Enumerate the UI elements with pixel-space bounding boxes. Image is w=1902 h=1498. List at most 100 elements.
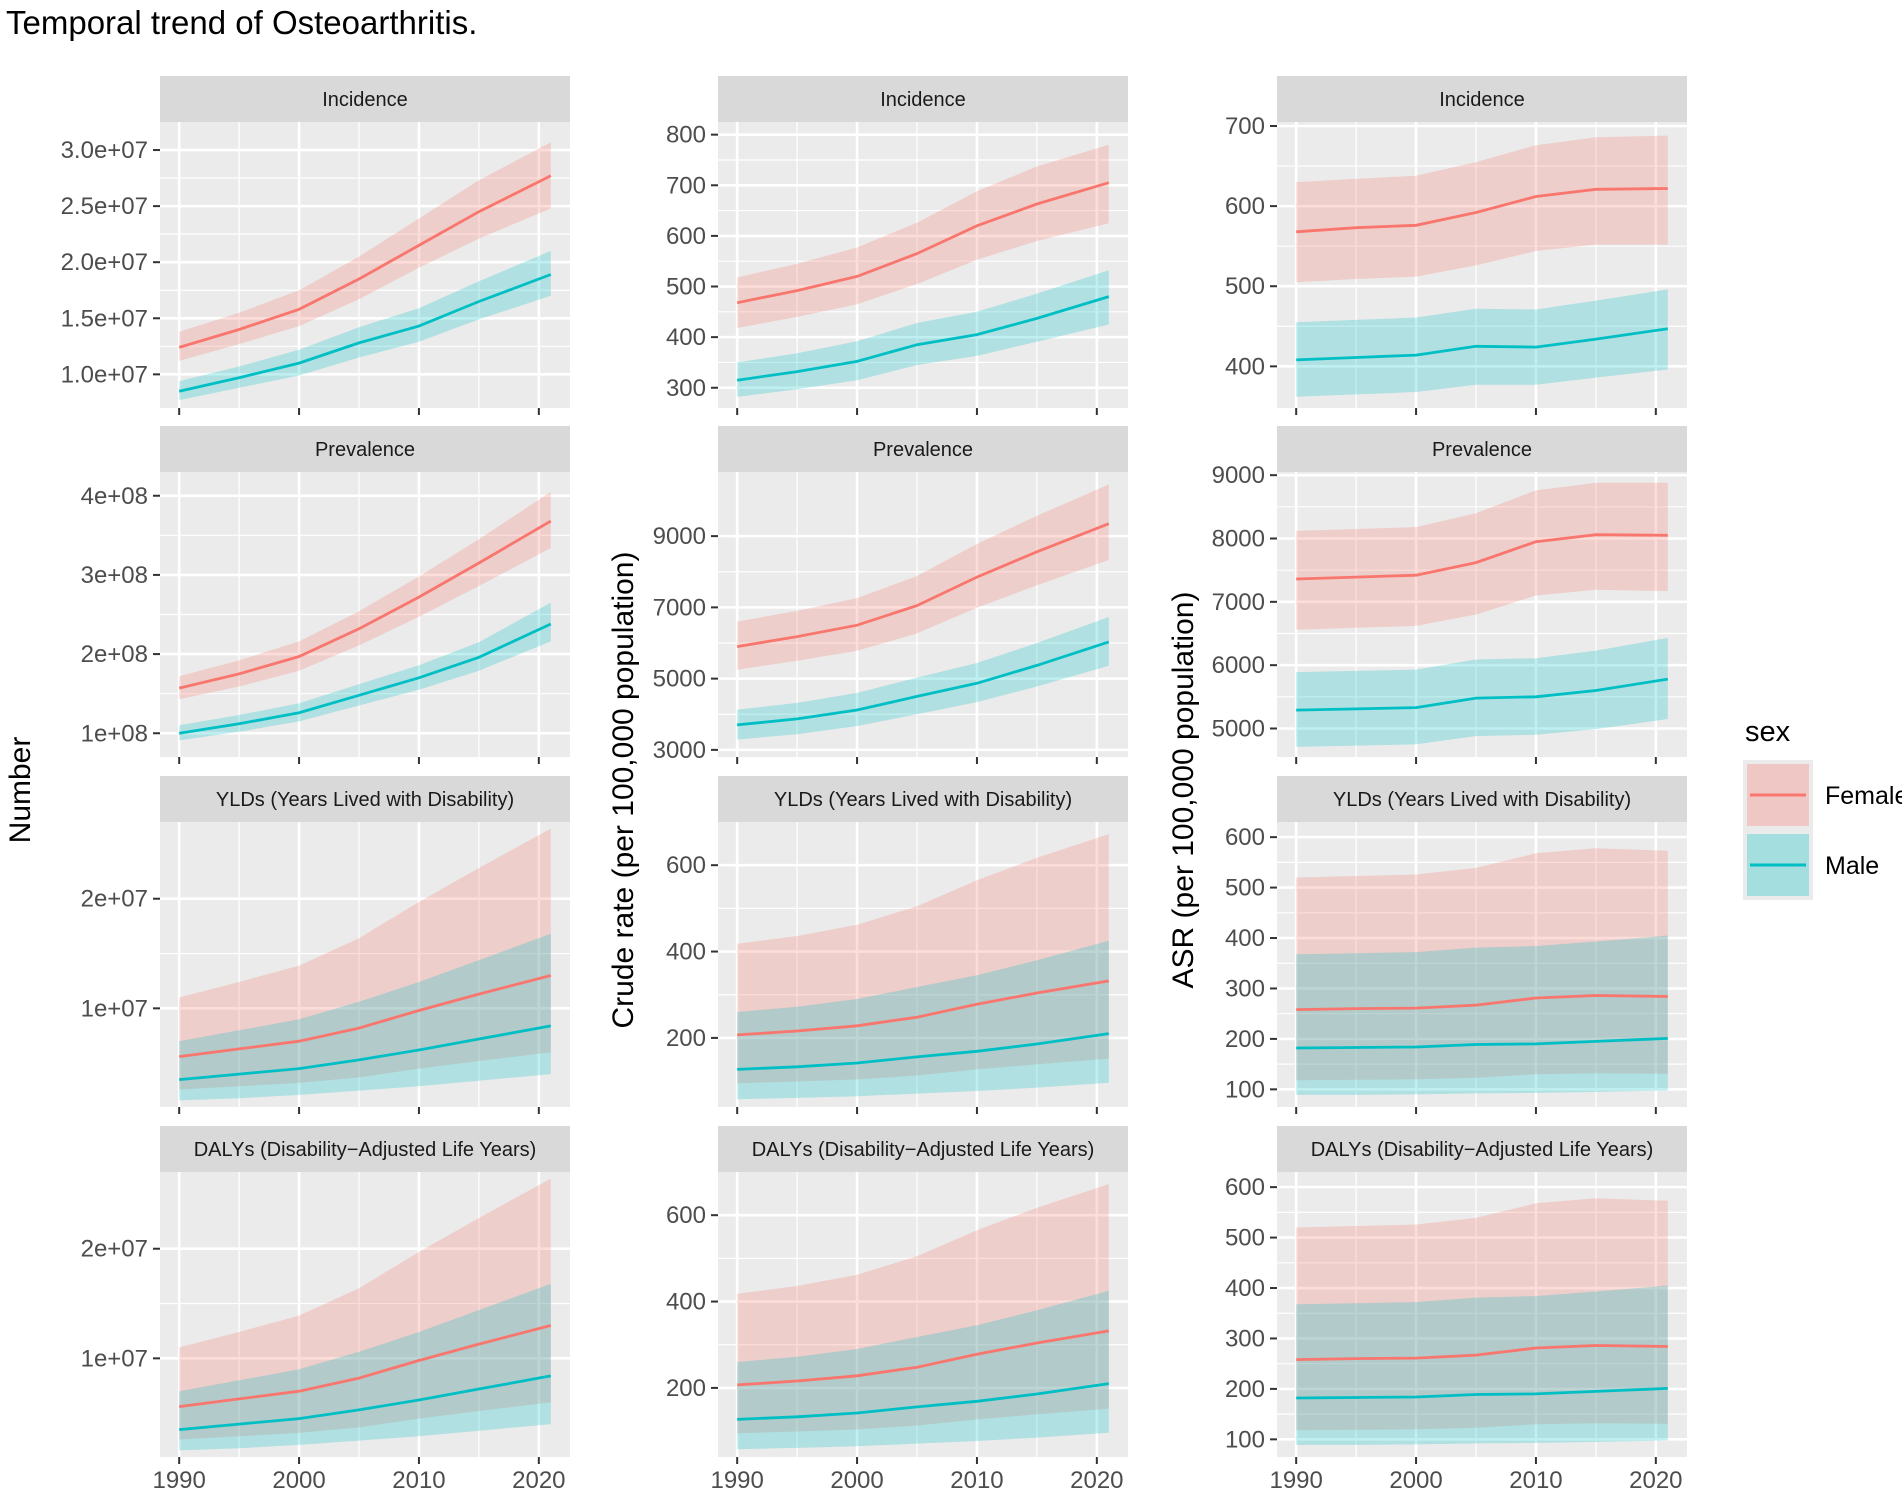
y-tick-label: 200 [1225,1026,1265,1053]
y-tick-label: 6000 [1212,652,1265,679]
x-tick-label: 2020 [1629,1467,1682,1493]
x-tick-label: 1990 [710,1467,763,1493]
ribbon-male [1296,1285,1668,1445]
y-tick-label: 3000 [653,737,706,764]
ribbon-male [179,933,551,1101]
line-female [736,522,1110,648]
legend-item-male: Male [1743,830,1879,900]
y-tick-label: 400 [1225,353,1265,380]
line-female [178,174,552,349]
line-female [737,1329,1110,1387]
y-tick-label: 300 [1225,975,1265,1002]
ribbon-male [737,1290,1109,1450]
panel-c2-r2: YLDs (Years Lived with Disability) 100 200… [1225,776,1687,1114]
x-tick-label: 1990 [1269,1467,1322,1493]
y-tick-label: 3.0e+07 [61,137,148,164]
strip-bg [718,1126,1128,1172]
x-tick-label: 2000 [272,1467,325,1493]
line-female [1296,533,1668,581]
x-tick-label: 2020 [1070,1467,1123,1493]
y-tick-label: 600 [1225,193,1265,220]
y-tick-label: 7000 [1212,589,1265,616]
strip-bg [160,76,570,122]
ribbon-male [1296,289,1668,397]
line-male [737,640,1110,727]
y-axis-title: Number [4,737,37,844]
line-female [1296,187,1668,234]
y-tick-label: 600 [666,1202,706,1229]
panel-c1-r2: YLDs (Years Lived with Disability) 200 400… [666,776,1128,1114]
ribbon-female [1296,1198,1668,1431]
y-tick-label: 3e+08 [81,562,148,589]
y-tick-label: 2e+08 [81,641,148,668]
ribbon-female [737,1184,1109,1434]
panel-c0-r0: Incidence 1.0e+07 1.5e+07 2.0e+07 2.5e+07 3.0… [61,76,570,415]
y-tick-label: 1e+07 [81,995,148,1022]
y-tick-label: 4e+08 [81,483,148,510]
strip-label: Prevalence [873,439,973,461]
strip-bg [1277,1126,1687,1172]
strip-label: DALYs (Disability−Adjusted Life Years) [752,1139,1095,1161]
panel-c0-r3: DALYs (Disability−Adjusted Life Years) 1e… [81,1126,570,1494]
y-tick-label: 400 [666,939,706,966]
ribbon-male [179,251,551,401]
x-tick-label: 2020 [512,1467,565,1493]
y-tick-label: 2.5e+07 [61,193,148,220]
strip-bg [718,426,1128,472]
x-tick-label: 2010 [392,1467,445,1493]
strip-label: Prevalence [315,439,415,461]
y-tick-label: 400 [666,1289,706,1316]
y-tick-label: 2.0e+07 [61,249,148,276]
plot-bg [718,822,1128,1107]
y-tick-label: 1e+07 [81,1345,148,1372]
y-tick-label: 600 [1225,824,1265,851]
y-tick-label: 5000 [1212,716,1265,743]
line-male [1296,327,1669,362]
y-tick-label: 800 [666,122,706,149]
strip-bg [718,76,1128,122]
strip-bg [160,776,570,822]
y-tick-label: 1.5e+07 [61,305,148,332]
panel-c1-r1: Prevalence 3000 5000 7000 9000 [653,426,1128,764]
line-male [737,1382,1110,1421]
ribbon-male [737,617,1109,740]
x-tick-label: 2010 [950,1467,1003,1493]
legend: sex Female Male [1743,716,1902,900]
x-tick-label: 2000 [830,1467,883,1493]
strip-label: DALYs (Disability−Adjusted Life Years) [194,1139,537,1161]
y-tick-label: 200 [666,1375,706,1402]
strip-label: Incidence [1439,89,1525,111]
legend-label: Male [1825,852,1879,880]
strip-bg [160,1126,570,1172]
y-tick-label: 700 [666,172,706,199]
strip-label: YLDs (Years Lived with Disability) [1333,789,1631,811]
strip-label: YLDs (Years Lived with Disability) [774,789,1072,811]
panel-c1-r0: Incidence 300 400 500 600 700 800 [666,76,1128,415]
y-tick-label: 600 [666,852,706,879]
line-female [179,1324,552,1408]
y-tick-label: 700 [1225,113,1265,140]
panel-c0-r2: YLDs (Years Lived with Disability) 1e+07 2… [81,776,570,1114]
line-male [1296,1387,1668,1400]
plot-bg [160,122,570,408]
line-female [736,181,1110,305]
ribbon-female [1296,848,1668,1081]
ribbon-male [179,1283,551,1451]
line-female [179,974,552,1058]
plot-bg [1277,822,1687,1107]
strip-bg [1277,76,1687,122]
plot-bg [718,1172,1128,1457]
plot-bg [718,472,1128,757]
y-axis-title: Crude rate (per 100,000 population) [607,552,640,1029]
panel-c2-r0: Incidence 400 500 600 700 [1225,76,1687,415]
ribbon-male [1296,637,1668,747]
y-tick-label: 500 [1225,1225,1265,1252]
ribbon-female [1296,482,1668,630]
legend-label: Female [1825,782,1902,810]
plot-bg [1277,122,1687,408]
strip-bg [718,776,1128,822]
strip-label: DALYs (Disability−Adjusted Life Years) [1311,1139,1654,1161]
y-tick-label: 100 [1225,1426,1265,1453]
legend-item-female: Female [1743,760,1902,830]
